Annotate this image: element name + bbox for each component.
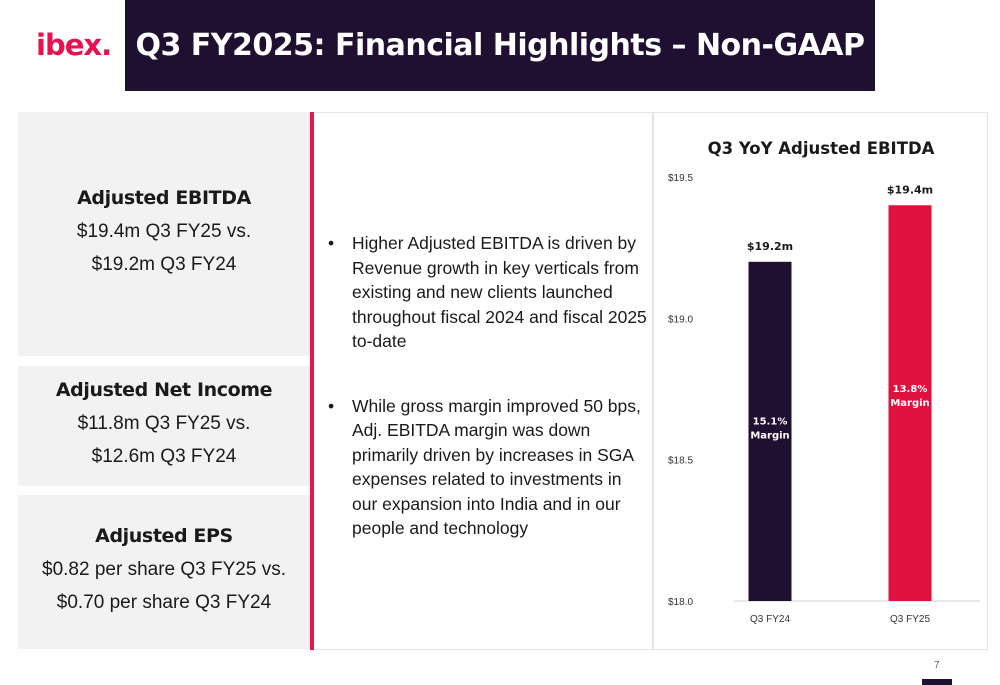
y-tick-label: $18.0 [668, 597, 693, 608]
adjusted-net-income-card: Adjusted Net Income $11.8m Q3 FY25 vs. $… [18, 366, 310, 486]
x-tick-label: Q3 FY24 [750, 614, 790, 625]
card-heading: Adjusted EPS [95, 525, 233, 547]
corner-accent [922, 679, 952, 685]
x-tick-label: Q3 FY25 [890, 614, 930, 625]
ebitda-chart-panel: Q3 YoY Adjusted EBITDA $18.0 $18.5 $19.0 $19… [653, 112, 988, 650]
card-line: $11.8m Q3 FY25 vs. [77, 413, 251, 434]
card-line: $0.82 per share Q3 FY25 vs. [42, 559, 286, 580]
ebitda-bar-chart: Q3 YoY Adjusted EBITDA $18.0 $18.5 $19.0 $19… [668, 139, 980, 625]
card-heading: Adjusted EBITDA [77, 187, 251, 209]
bar-margin-label: Margin [750, 430, 789, 441]
card-heading: Adjusted Net Income [55, 379, 273, 401]
bar-q3-fy24 [748, 261, 792, 601]
bullet-marker: • [328, 233, 335, 253]
title-bar: Q3 FY2025: Financial Highlights – Non-GA… [125, 0, 875, 91]
card-line: $0.70 per share Q3 FY24 [56, 592, 272, 613]
bar-q3-fy25 [888, 205, 932, 601]
bullet-item: • While gross margin improved 50 bps, Ad… [328, 394, 648, 541]
page-number: 7 [934, 660, 940, 671]
bar-margin-value: 15.1% [753, 416, 788, 427]
y-tick-label: $19.0 [668, 314, 693, 325]
bullet-list: • Higher Adjusted EBITDA is driven by Re… [328, 231, 648, 581]
adjusted-eps-card: Adjusted EPS $0.82 per share Q3 FY25 vs.… [18, 495, 310, 649]
page-title: Q3 FY2025: Financial Highlights – Non-GA… [135, 28, 865, 63]
bar-margin-label: Margin [890, 398, 929, 409]
bullet-item: • Higher Adjusted EBITDA is driven by Re… [328, 231, 648, 354]
ibex-logo: ibex. [36, 28, 112, 62]
card-line: $12.6m Q3 FY24 [91, 446, 237, 467]
bullet-text: Higher Adjusted EBITDA is driven by Reve… [352, 233, 647, 351]
adjusted-ebitda-card: Adjusted EBITDA $19.4m Q3 FY25 vs. $19.2… [18, 112, 310, 356]
bullet-text: While gross margin improved 50 bps, Adj.… [352, 395, 641, 539]
card-line: $19.4m Q3 FY25 vs. [76, 221, 252, 242]
bar-margin-value: 13.8% [893, 384, 928, 395]
chart-title: Q3 YoY Adjusted EBITDA [708, 139, 935, 158]
y-tick-label: $19.5 [668, 173, 693, 184]
bar-data-label: $19.4m [887, 183, 933, 196]
bullet-marker: • [328, 395, 335, 416]
y-tick-label: $18.5 [668, 456, 693, 467]
bar-data-label: $19.2m [747, 240, 793, 253]
commentary-panel: • Higher Adjusted EBITDA is driven by Re… [314, 112, 653, 650]
accent-divider [310, 112, 314, 650]
card-line: $19.2m Q3 FY24 [91, 254, 237, 275]
